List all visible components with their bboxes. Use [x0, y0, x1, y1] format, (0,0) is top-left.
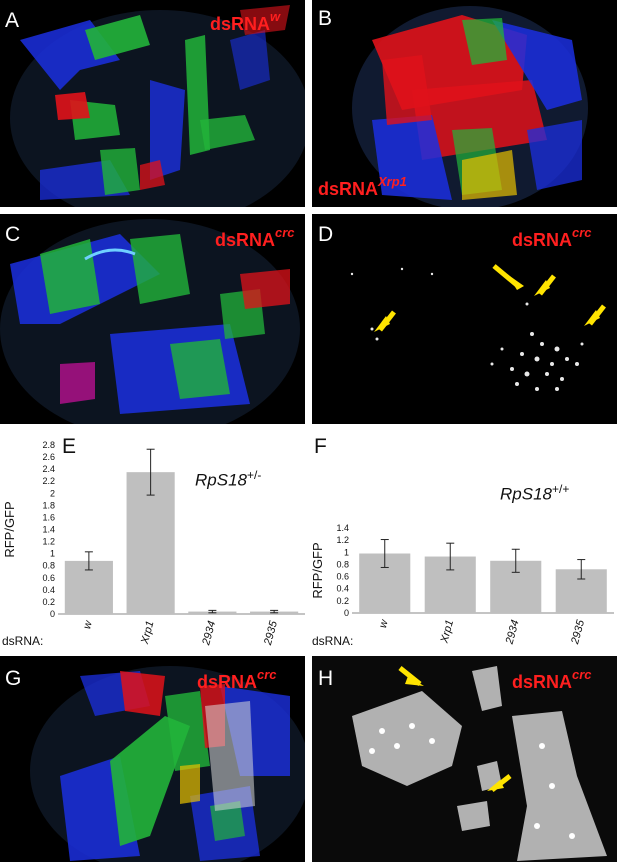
panel-letter-d: D: [318, 223, 334, 246]
x-axis-prefix: dsRNA:: [312, 634, 353, 648]
category-label: w: [377, 618, 391, 630]
dsrna-sup-c: crc: [275, 225, 295, 240]
panel-c-image: C dsRNAcrc: [0, 214, 305, 424]
y-tick-label: 0.6: [42, 573, 55, 583]
y-tick-label: 2.8: [42, 440, 55, 450]
genotype-label-f: RpS18+/+: [500, 482, 569, 505]
category-label: 2935: [262, 619, 280, 648]
dsrna-prefix-g: dsRNA: [197, 672, 258, 692]
category-label: 2934: [503, 619, 521, 647]
y-tick-label: 0.4: [336, 584, 349, 594]
panel-b-micrograph: [312, 0, 617, 207]
dsrna-sup-b: Xrp1: [378, 174, 407, 189]
dsrna-sup-g: crc: [257, 667, 277, 682]
chart-f: 0 0.2 0.4 0.6 0.8 1 1.2 1.4 RFP/GFP w Xrp1 2934 2935…: [310, 430, 617, 652]
panel-b-image: B dsRNAXrp1: [312, 0, 617, 207]
panel-a-image: A dsRNAw: [0, 0, 305, 207]
panel-letter-c: C: [5, 223, 21, 246]
dsrna-prefix-b: dsRNA: [318, 179, 379, 199]
panel-d-image: D dsRNAcrc: [312, 214, 617, 424]
y-tick-label: 0.2: [336, 596, 349, 606]
arrow-marks: [398, 666, 512, 792]
chart-e-svg: 0 0.2 0.4 0.6 0.8 1 1.2 1.4 1.6 1.8 2 2.2 2.4 2.6 2.8 R…: [2, 440, 305, 648]
category-label: Xrp1: [139, 620, 157, 647]
category-label: 2934: [200, 620, 218, 648]
panel-letter-f: F: [314, 435, 327, 458]
panel-letter-e: E: [62, 435, 77, 458]
y-tick-label: 1.2: [336, 535, 349, 545]
genotype-sup-f: +/+: [551, 482, 570, 496]
y-tick-label: 0.4: [42, 585, 55, 595]
dsrna-sup-d: crc: [572, 225, 592, 240]
dsrna-label-c: dsRNAcrc: [215, 225, 295, 250]
category-label: w: [81, 619, 95, 631]
dsrna-label-a: dsRNAw: [210, 9, 281, 34]
y-tick-label: 1.4: [42, 525, 55, 535]
panel-g-micrograph: [0, 656, 305, 862]
y-tick-label: 0.6: [336, 572, 349, 582]
panel-h-micrograph: [312, 656, 617, 862]
category-label: Xrp1: [438, 619, 456, 646]
panel-letter-h: H: [318, 667, 334, 690]
panel-a-micrograph: [0, 0, 305, 207]
panel-letter-a: A: [5, 9, 20, 32]
y-tick-label: 1.4: [336, 523, 349, 533]
x-axis-prefix: dsRNA:: [2, 634, 43, 648]
panel-g-image: G dsRNAcrc: [0, 656, 305, 862]
dsrna-sup-a: w: [270, 9, 281, 24]
dsrna-prefix-d: dsRNA: [512, 230, 573, 250]
dsrna-prefix-h: dsRNA: [512, 672, 573, 692]
y-tick-label: 2.6: [42, 452, 55, 462]
dsrna-label-d: dsRNAcrc: [512, 225, 592, 250]
y-tick-label: 2: [50, 488, 55, 498]
chart-f-svg: 0 0.2 0.4 0.6 0.8 1 1.2 1.4 RFP/GFP w Xrp1 2934 2935…: [310, 523, 614, 648]
dsrna-prefix-c: dsRNA: [215, 230, 276, 250]
panel-letter-g: G: [5, 667, 22, 690]
panel-d-micrograph: [312, 214, 617, 424]
y-tick-label: 1.2: [42, 537, 55, 547]
y-tick-label: 0.2: [42, 597, 55, 607]
category-label: 2935: [569, 618, 587, 647]
dsrna-label-h: dsRNAcrc: [512, 667, 592, 692]
genotype-f: RpS18: [500, 484, 552, 504]
y-tick-label: 0.8: [42, 561, 55, 571]
bar: [126, 472, 175, 614]
y-tick-label: 0: [344, 608, 349, 618]
panel-c-micrograph: [0, 214, 305, 424]
y-tick-label: 1: [344, 547, 349, 557]
genotype-label-e: RpS18+/-: [195, 468, 261, 491]
panel-letter-b: B: [318, 7, 333, 30]
y-tick-label: 2.4: [42, 464, 55, 474]
panel-h-image: H dsRNAcrc: [312, 656, 617, 862]
y-axis-label: RFP/GFP: [2, 501, 17, 557]
chart-e: 0 0.2 0.4 0.6 0.8 1 1.2 1.4 1.6 1.8 2 2.2 2.4 2.6 2.8 R…: [0, 430, 308, 652]
y-tick-label: 2.2: [42, 476, 55, 486]
genotype-e: RpS18: [195, 470, 247, 490]
y-axis-label: RFP/GFP: [310, 542, 325, 598]
y-tick-label: 1: [50, 549, 55, 559]
dsrna-sup-h: crc: [572, 667, 592, 682]
dsrna-label-g: dsRNAcrc: [197, 667, 277, 692]
genotype-sup-e: +/-: [246, 468, 262, 482]
y-tick-label: 0: [50, 609, 55, 619]
y-tick-label: 0.8: [336, 559, 349, 569]
y-tick-label: 1.8: [42, 500, 55, 510]
arrow-marks: [374, 264, 606, 332]
dsrna-label-b: dsRNAXrp1: [318, 174, 407, 199]
y-tick-label: 1.6: [42, 512, 55, 522]
dsrna-prefix-a: dsRNA: [210, 14, 271, 34]
